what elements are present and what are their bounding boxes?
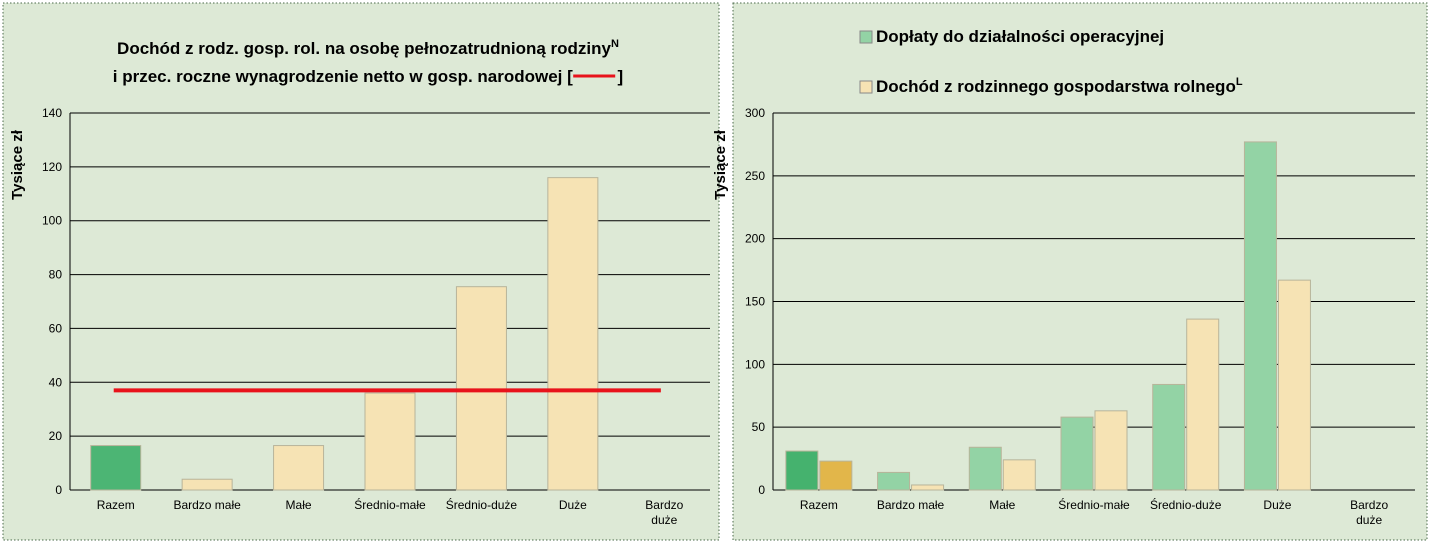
x-tick-label: Średnio-małe	[1058, 498, 1130, 512]
bar	[1094, 410, 1128, 491]
y-tick-label: 100	[745, 357, 765, 371]
x-tick-label: Razem	[96, 498, 135, 512]
y-tick-label: 150	[745, 295, 765, 309]
title-sup: N	[611, 38, 619, 50]
bar	[1152, 383, 1186, 491]
bar	[90, 445, 142, 491]
bar	[968, 446, 1002, 491]
x-tick-label: Razem	[799, 498, 838, 512]
y-tick-label: 250	[745, 169, 765, 183]
y-tick-label: 0	[55, 483, 62, 497]
bar	[819, 460, 853, 491]
title-line: Dochód z rodz. gosp. rol. na osobę pełno…	[117, 39, 611, 58]
y-tick-label: 300	[745, 106, 765, 120]
bar	[364, 392, 416, 491]
y-tick-label: 200	[745, 232, 765, 246]
x-tick-label: Małe	[989, 498, 1016, 512]
title-end: ]	[618, 67, 624, 86]
bar	[181, 478, 233, 491]
x-tick-label: Średnio-duże	[445, 498, 518, 512]
x-tick-label: Bardzo małe	[876, 498, 945, 512]
x-tick-label: Bardzo duże	[1350, 498, 1389, 527]
bar	[547, 177, 599, 491]
bar	[455, 286, 507, 491]
y-tick-label: 140	[42, 106, 62, 120]
x-tick-label: Duże	[558, 498, 587, 512]
y-tick-label: 100	[42, 214, 62, 228]
y-axis-label: Tysiące zł	[712, 129, 729, 200]
legend-swatch	[859, 80, 873, 94]
legend-name: Dopłaty do działalności operacyjnej	[876, 27, 1164, 46]
x-tick-label: Bardzo duże	[645, 498, 684, 527]
bar	[273, 445, 325, 491]
y-tick-label: 80	[49, 268, 63, 282]
legend-sup: L	[1236, 76, 1243, 88]
y-axis-label: Tysiące zł	[9, 129, 26, 200]
y-tick-label: 120	[42, 160, 62, 174]
legend-label: Dopłaty do działalności operacyjnej	[876, 27, 1164, 46]
x-tick-label: Średnio-duże	[1150, 498, 1222, 512]
bar	[1243, 141, 1277, 491]
bar	[1002, 459, 1036, 491]
bar	[1277, 279, 1311, 491]
y-tick-label: 60	[49, 321, 63, 335]
title-line: i przec. roczne wynagrodzenie netto w go…	[113, 67, 573, 86]
legend-label: Dochód z rodzinnego gospodarstwa rolnego…	[876, 76, 1243, 96]
y-tick-label: 0	[758, 483, 765, 497]
bar	[911, 484, 945, 491]
x-tick-label: Duże	[1263, 498, 1292, 512]
legend-swatch	[859, 30, 873, 44]
y-tick-label: 40	[49, 375, 63, 389]
x-tick-label: Małe	[285, 498, 312, 512]
x-tick-label: Średnio-małe	[354, 498, 426, 512]
bar	[1060, 416, 1094, 491]
chart-title: i przec. roczne wynagrodzenie netto w go…	[113, 67, 623, 86]
bar	[1186, 318, 1220, 491]
y-tick-label: 20	[49, 429, 63, 443]
y-tick-label: 50	[752, 420, 766, 434]
bar	[785, 450, 819, 491]
x-tick-label: Bardzo małe	[173, 498, 241, 512]
legend-name: Dochód z rodzinnego gospodarstwa rolnego	[876, 77, 1236, 96]
bar	[877, 471, 911, 491]
chart-title: Dochód z rodz. gosp. rol. na osobę pełno…	[117, 38, 619, 58]
